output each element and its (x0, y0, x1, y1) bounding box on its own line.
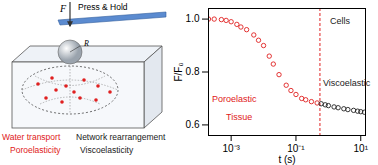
svg-text:Press & Hold: Press & Hold (78, 2, 128, 12)
svg-text:R: R (83, 39, 89, 48)
svg-text:Poroelasticity: Poroelasticity (10, 145, 61, 155)
svg-text:0.8: 0.8 (186, 66, 200, 77)
html-text:Viscoelastic: Viscoelastic (323, 78, 371, 88)
html-text:Poroelastic: Poroelastic (212, 94, 257, 104)
svg-text:Viscoelasticity: Viscoelasticity (80, 145, 134, 155)
html-text:Tissue: Tissue (226, 112, 253, 122)
svg-text:F: F (59, 3, 67, 14)
html-text:Cells: Cells (330, 16, 350, 26)
svg-text:0.6: 0.6 (186, 119, 200, 130)
svg-text:10¹: 10¹ (354, 143, 369, 154)
svg-text:Water transport: Water transport (2, 132, 61, 142)
svg-text:Network rearrangement: Network rearrangement (76, 132, 166, 142)
svg-text:1.0: 1.0 (186, 13, 200, 24)
svg-text:t (s): t (s) (278, 154, 295, 165)
svg-text:10⁻³: 10⁻³ (222, 143, 240, 154)
svg-text:F/F₀: F/F₀ (173, 62, 184, 81)
svg-text:10⁻¹: 10⁻¹ (287, 143, 305, 154)
